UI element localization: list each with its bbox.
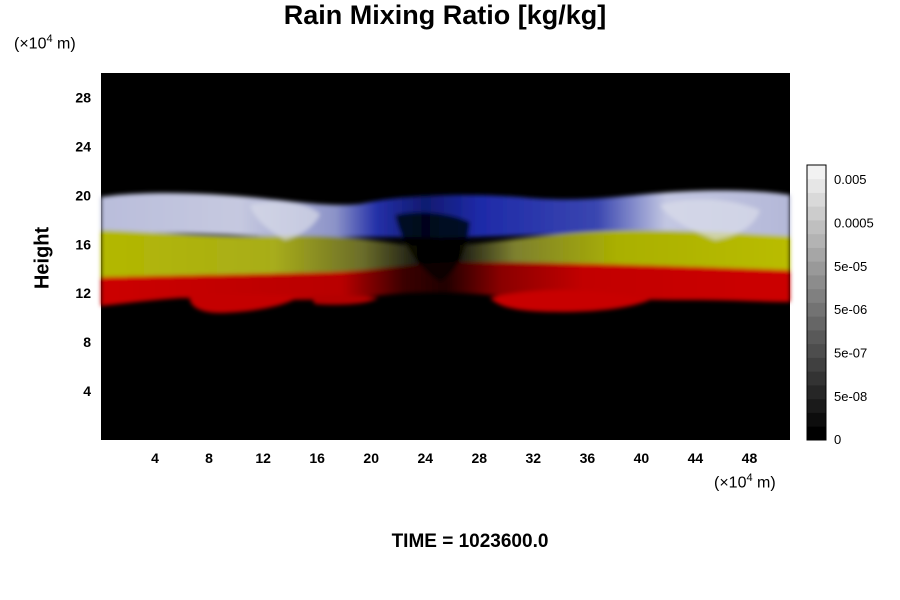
colorbar-swatch xyxy=(807,178,826,193)
colorbar-tick-label: 5e-05 xyxy=(834,259,867,274)
x-tick-label: 28 xyxy=(471,450,487,466)
x-tick-label: 24 xyxy=(417,450,433,466)
y-tick-label: 16 xyxy=(75,236,91,252)
colorbar-tick-label: 0 xyxy=(834,432,841,447)
x-tick-label: 32 xyxy=(526,450,542,466)
y-tick-label: 4 xyxy=(83,383,91,399)
colorbar-swatch xyxy=(807,330,826,345)
colorbar-swatch xyxy=(807,316,826,331)
colorbar-swatch xyxy=(807,247,826,262)
colorbar-tick-label: 5e-06 xyxy=(834,302,867,317)
heatmap-cell-dark-center xyxy=(395,212,470,282)
colorbar-swatch xyxy=(807,385,826,400)
heatmap-cell-red-center xyxy=(490,290,650,312)
y-tick-label: 12 xyxy=(75,285,91,301)
colorbar-swatch xyxy=(807,426,826,441)
colorbar-swatch xyxy=(807,165,826,180)
x-tick-label: 44 xyxy=(688,450,704,466)
chart-title: Rain Mixing Ratio [kg/kg] xyxy=(283,0,607,30)
heatmap-cell-white-left xyxy=(250,201,320,240)
y-axis-unit: (×104 m) xyxy=(14,33,76,53)
y-tick-label: 8 xyxy=(83,334,91,350)
colorbar-swatch xyxy=(807,288,826,303)
x-tick-label: 12 xyxy=(255,450,271,466)
colorbar: 0.005 0.0005 5e-05 5e-06 5e-07 5e-08 0 xyxy=(806,164,874,447)
x-tick-label: 48 xyxy=(742,450,758,466)
x-tick-label: 4 xyxy=(151,450,159,466)
colorbar-swatch xyxy=(807,357,826,372)
x-tick-label: 20 xyxy=(363,450,379,466)
colorbar-swatch xyxy=(807,192,826,207)
colorbar-swatch xyxy=(807,261,826,276)
x-tick-label: 16 xyxy=(309,450,325,466)
heatmap-cell-white-right xyxy=(660,199,760,240)
x-tick-label: 40 xyxy=(634,450,650,466)
heatmap-field xyxy=(101,190,790,313)
colorbar-tick-label: 0.0005 xyxy=(834,215,874,230)
heatmap-cell-red-left xyxy=(189,294,300,313)
y-tick-label: 20 xyxy=(75,187,91,203)
colorbar-swatch xyxy=(807,371,826,386)
heatmap-cell-red-mid-left xyxy=(310,295,378,305)
x-axis-unit: (×104 m) xyxy=(714,472,776,492)
colorbar-tick-label: 5e-07 xyxy=(834,346,867,361)
colorbar-swatch xyxy=(807,275,826,290)
plot-area xyxy=(101,73,790,440)
colorbar-swatch xyxy=(807,233,826,248)
colorbar-swatch xyxy=(807,343,826,358)
x-tick-label: 8 xyxy=(205,450,213,466)
y-tick-label: 28 xyxy=(75,89,91,105)
colorbar-tick-label: 0.005 xyxy=(834,172,867,187)
y-tick-label: 24 xyxy=(75,138,91,154)
y-axis: 4 8 12 16 20 24 28 xyxy=(75,89,91,399)
colorbar-swatch xyxy=(807,220,826,235)
colorbar-swatch xyxy=(807,206,826,221)
time-label: TIME = 1023600.0 xyxy=(391,531,549,552)
x-tick-label: 36 xyxy=(580,450,596,466)
colorbar-swatch xyxy=(807,398,826,413)
colorbar-swatch xyxy=(807,412,826,427)
colorbar-tick-label: 5e-08 xyxy=(834,389,867,404)
colorbar-swatch xyxy=(807,302,826,317)
colorbar-frame xyxy=(806,164,827,441)
x-axis: 4 8 12 16 20 24 28 32 36 40 44 48 xyxy=(151,450,757,466)
